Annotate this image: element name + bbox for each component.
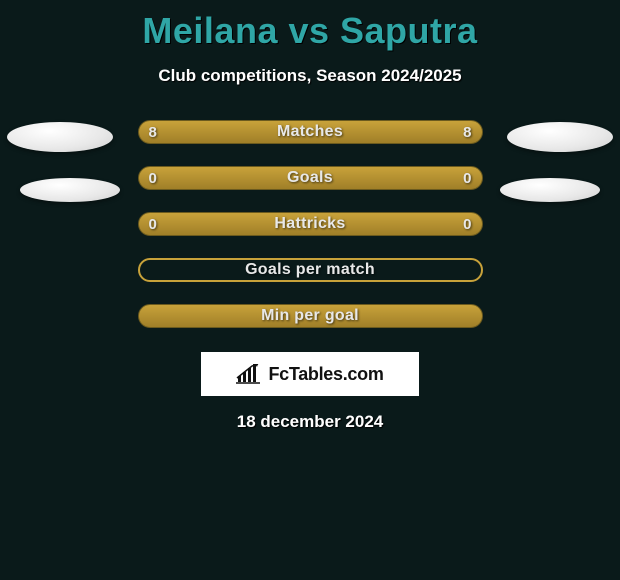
stat-right-value: 0 — [463, 170, 471, 187]
stat-row-goals: 0 Goals 0 — [138, 166, 483, 190]
logo-text: FcTables.com — [268, 364, 383, 385]
stat-label: Goals — [287, 169, 333, 187]
bar-chart-icon — [236, 364, 262, 384]
player-right-marker-1 — [507, 122, 613, 152]
stat-left-value: 8 — [149, 124, 157, 141]
stat-label: Goals per match — [245, 261, 375, 279]
player-left-marker-1 — [7, 122, 113, 152]
stat-left-value: 0 — [149, 170, 157, 187]
stats-container: 8 Matches 8 0 Goals 0 0 Hattricks 0 Goal… — [0, 120, 620, 328]
stat-right-value: 0 — [463, 216, 471, 233]
stat-label: Hattricks — [274, 215, 345, 233]
stat-row-goals-per-match: Goals per match — [138, 258, 483, 282]
stat-row-min-per-goal: Min per goal — [138, 304, 483, 328]
player-left-marker-2 — [20, 178, 120, 202]
stat-right-value: 8 — [463, 124, 471, 141]
comparison-subtitle: Club competitions, Season 2024/2025 — [0, 66, 620, 86]
snapshot-date: 18 december 2024 — [0, 412, 620, 432]
comparison-title: Meilana vs Saputra — [0, 0, 620, 52]
stat-row-hattricks: 0 Hattricks 0 — [138, 212, 483, 236]
stat-left-value: 0 — [149, 216, 157, 233]
player-right-marker-2 — [500, 178, 600, 202]
stat-row-matches: 8 Matches 8 — [138, 120, 483, 144]
fctables-logo: FcTables.com — [201, 352, 419, 396]
stat-label: Matches — [277, 123, 343, 141]
stat-label: Min per goal — [261, 307, 359, 325]
